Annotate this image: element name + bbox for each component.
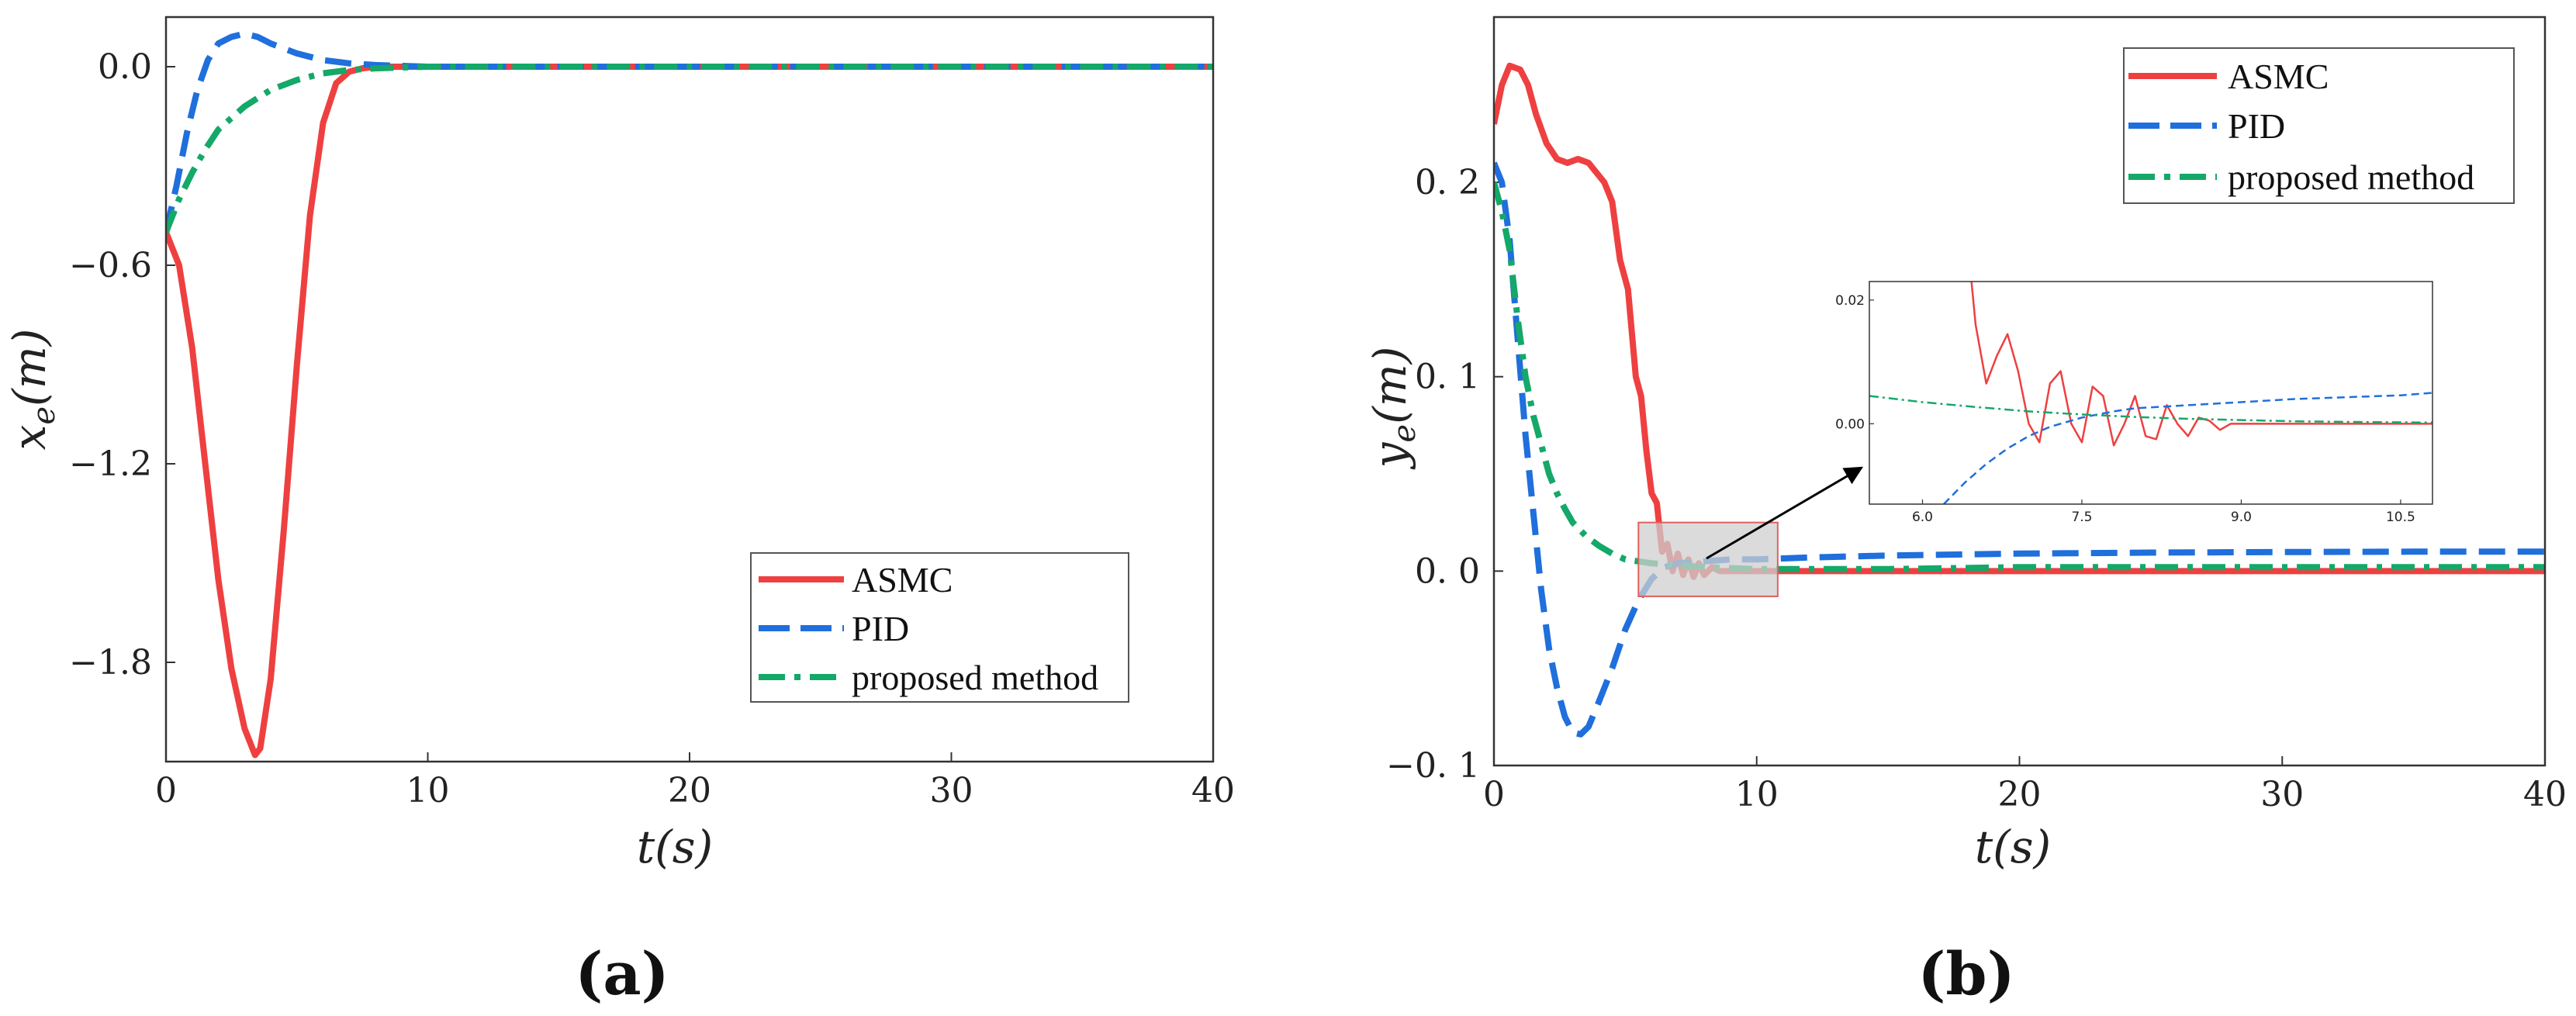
chart-b: 0 10 20 30 40 0. 2 0. 1 0. 0 −0. 1 ye(m) t(s) AS… <box>1364 16 2567 1008</box>
chart-b-x-tick-label: 0 <box>1483 775 1505 814</box>
chart-a-legend-label-proposed: proposed method <box>852 658 1098 697</box>
chart-b-y-axis-label: ye(m) <box>1364 347 1423 471</box>
chart-b-x-tick-label: 20 <box>1998 775 2042 814</box>
chart-a-y-tick-label: 0.0 <box>98 47 152 87</box>
chart-b-legend-label-proposed: proposed method <box>2228 157 2474 197</box>
chart-a-y-tick-label: −0.6 <box>69 246 152 285</box>
chart-a: 0 10 20 30 40 0.0 −0.6 −1.2 −1.8 xe(m) t(s) ASMC… <box>3 16 1235 1008</box>
chart-b-frame <box>1492 16 2547 767</box>
chart-b-y-tick-label: 0. 0 <box>1415 551 1480 591</box>
chart-a-x-axis-label: t(s) <box>637 821 713 873</box>
chart-a-x-tick-label: 40 <box>1191 771 1235 810</box>
chart-a-x-tick-label: 30 <box>930 771 973 810</box>
chart-a-caption: (a) <box>575 939 669 1008</box>
chart-a-legend-label-pid: PID <box>852 609 909 648</box>
chart-b-y-tick-label: 0. 2 <box>1415 163 1480 202</box>
chart-b-inset-background <box>1869 282 2433 504</box>
chart-a-series-pid <box>166 30 1213 233</box>
chart-b-zoom-box <box>1637 521 1779 597</box>
chart-a-series-proposed-method <box>166 64 1213 233</box>
chart-a-x-tick-label: 10 <box>406 771 450 810</box>
chart-b-x-tick-label: 30 <box>2260 775 2304 814</box>
chart-a-y-axis-label: xe(m) <box>3 329 62 451</box>
chart-b-inset-series-pid <box>1943 392 2433 504</box>
chart-b-series-pid <box>1494 161 2545 738</box>
chart-b-inset-x-tick-label: 9.0 <box>2231 510 2252 525</box>
chart-b-x-tick-label: 10 <box>1735 775 1779 814</box>
chart-b-inset-frame <box>1869 281 2433 505</box>
chart-a-x-tick-label: 0 <box>155 771 177 810</box>
chart-a-frame <box>164 16 1215 763</box>
chart-b-y-tick-label: −0. 1 <box>1386 746 1480 786</box>
chart-b-inset: 6.0 7.5 9.0 10.5 0.02 0.00 <box>1835 281 2433 525</box>
chart-b-inset-series <box>1869 282 2433 504</box>
chart-b-inset-x-tick-label: 10.5 <box>2386 510 2415 525</box>
chart-b-legend-label-pid: PID <box>2228 106 2285 146</box>
chart-a-series <box>166 30 1213 759</box>
chart-a-y-tick-label: −1.2 <box>69 444 152 484</box>
chart-b-caption: (b) <box>1917 939 2014 1008</box>
chart-a-legend-label-asmc: ASMC <box>852 560 953 600</box>
chart-b-inset-series-proposed-method <box>1869 395 2433 424</box>
chart-b-inset-series-asmc <box>1970 282 2433 447</box>
chart-b-zoom-arrow <box>1706 466 1864 560</box>
chart-b-x-tick-label: 40 <box>2523 775 2567 814</box>
chart-a-ticks: 0 10 20 30 40 0.0 −0.6 −1.2 −1.8 <box>69 47 1235 810</box>
chart-b-inset-y-tick-label: 0.00 <box>1835 416 1865 432</box>
chart-b-ticks: 0 10 20 30 40 0. 2 0. 1 0. 0 −0. 1 <box>1386 163 2567 814</box>
chart-b-legend-label-asmc: ASMC <box>2228 57 2329 96</box>
chart-b-series-proposed-method <box>1494 181 2545 572</box>
chart-b-inset-x-tick-label: 6.0 <box>1912 510 1933 525</box>
chart-b-x-axis-label: t(s) <box>1975 821 2051 873</box>
chart-b-y-tick-label: 0. 1 <box>1415 358 1480 397</box>
chart-b-inset-x-tick-label: 7.5 <box>2071 510 2092 525</box>
chart-a-x-tick-label: 20 <box>668 771 711 810</box>
chart-b-legend: ASMC PID proposed method <box>2123 47 2515 204</box>
chart-b-inset-ticks: 6.0 7.5 9.0 10.5 0.02 0.00 <box>1835 293 2415 525</box>
chart-a-y-tick-label: −1.8 <box>69 643 152 683</box>
chart-b-inset-y-tick-label: 0.02 <box>1835 293 1865 309</box>
chart-a-legend: ASMC PID proposed method <box>750 552 1129 703</box>
